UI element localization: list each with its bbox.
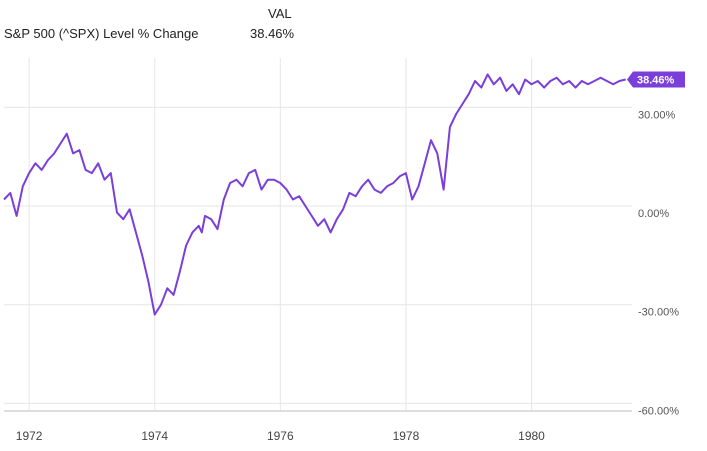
- last-value-badge: 38.46%: [627, 71, 685, 88]
- legend-current-value: 38.46%: [250, 26, 295, 41]
- y-axis: 30.00% 0.00% -30.00% -60.00%: [638, 109, 679, 417]
- series-group: [3, 73, 626, 316]
- legend-series-name: S&P 500 (^SPX) Level % Change: [4, 26, 199, 41]
- y-tick-label: -30.00%: [638, 307, 679, 319]
- last-value-badge-shape: [627, 71, 685, 88]
- grid-lines: [4, 58, 632, 410]
- x-tick-label: 1976: [267, 429, 294, 443]
- x-tick-label: 1972: [16, 429, 43, 443]
- x-tick-label: 1974: [141, 429, 168, 443]
- series-line: [3, 73, 626, 316]
- x-axis: 1972 1974 1976 1978 1980: [4, 410, 632, 443]
- y-tick-label: 30.00%: [638, 109, 676, 121]
- last-value-badge-text: 38.46%: [637, 75, 675, 87]
- y-tick-label: 0.00%: [638, 208, 669, 220]
- x-tick-label: 1980: [518, 429, 545, 443]
- legend-column-header: VAL: [268, 6, 292, 21]
- y-tick-label: -60.00%: [638, 405, 679, 417]
- x-tick-label: 1978: [393, 429, 420, 443]
